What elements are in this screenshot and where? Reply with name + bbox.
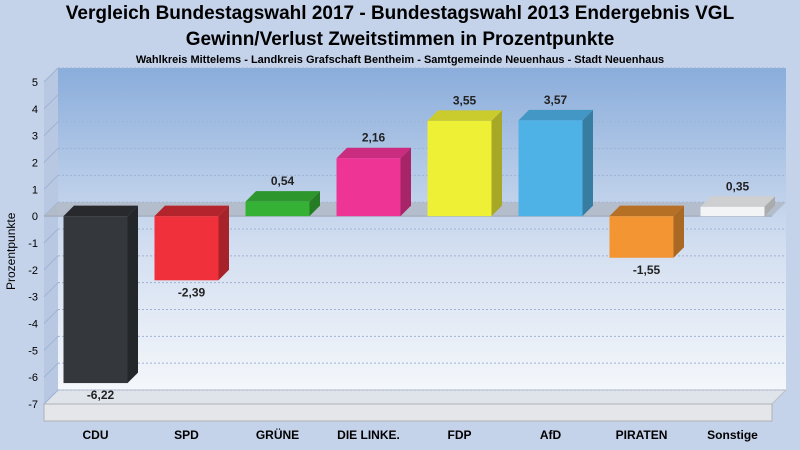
bar-top <box>427 110 502 121</box>
bar-side <box>400 147 411 217</box>
bar-side <box>764 196 775 217</box>
y-tick-label: 3 <box>32 131 38 143</box>
bar <box>63 205 138 384</box>
bar-top <box>154 205 229 217</box>
bar <box>700 196 775 217</box>
bar-top <box>336 147 411 159</box>
y-tick-label: -3 <box>28 292 38 304</box>
chart-title: Vergleich Bundestagswahl 2017 - Bundesta… <box>65 3 735 24</box>
data-label: 0,35 <box>726 179 750 193</box>
x-tick-label: SPD <box>174 428 199 442</box>
bar <box>336 147 411 217</box>
data-label: -6,22 <box>87 388 115 402</box>
gridline-wall <box>43 228 59 244</box>
data-label: 2,16 <box>362 131 386 145</box>
bar-front <box>518 120 583 217</box>
y-tick-label: -6 <box>28 372 38 384</box>
y-tick-label: 4 <box>32 104 38 116</box>
bar-side <box>309 191 320 217</box>
bar-front <box>609 216 674 258</box>
data-label: 3,57 <box>544 93 568 107</box>
bar-top <box>609 205 684 217</box>
x-tick-label: AfD <box>540 428 562 442</box>
data-label: 0,54 <box>271 174 295 188</box>
gridline-wall <box>43 174 59 190</box>
bar-top <box>700 196 775 207</box>
gridline-wall <box>43 94 59 110</box>
bar-front <box>245 201 310 217</box>
bar-front <box>154 216 219 281</box>
y-tick-label: 0 <box>32 211 38 223</box>
chart-subtitle: Wahlkreis Mittelems - Landkreis Grafscha… <box>135 54 665 66</box>
gridline-wall <box>43 255 59 271</box>
data-label: 3,55 <box>453 93 477 107</box>
data-label: -1,55 <box>633 263 661 277</box>
bar-top <box>63 205 138 217</box>
bar <box>518 109 593 217</box>
gridline-wall <box>43 148 59 163</box>
bar-front <box>427 120 492 217</box>
bar <box>609 205 684 258</box>
y-tick-label: -2 <box>28 265 38 277</box>
x-tick-label: Sonstige <box>707 428 758 442</box>
bar-side <box>582 109 593 217</box>
plot-floor-front <box>43 403 773 422</box>
bar-side <box>218 205 229 281</box>
plot-floor <box>42 389 788 405</box>
bar-side <box>673 205 684 258</box>
y-tick-label: 1 <box>32 184 38 196</box>
x-tick-label: FDP <box>448 428 472 442</box>
zero-plane <box>44 202 786 217</box>
gridline-wall <box>43 67 59 83</box>
data-label: -2,39 <box>178 285 206 299</box>
gridline-wall <box>43 362 59 378</box>
gridline-wall <box>43 282 59 298</box>
bar-front <box>700 206 765 217</box>
gridline-wall <box>43 389 59 405</box>
x-tick-label: PIRATEN <box>616 428 668 442</box>
y-tick-label: -4 <box>28 319 38 331</box>
bar-top <box>518 109 593 121</box>
y-tick-label: 5 <box>32 77 38 89</box>
y-tick-label: -1 <box>28 238 38 250</box>
y-tick-label: -7 <box>28 399 38 411</box>
gridline-wall <box>43 121 59 137</box>
bar-front <box>336 158 401 217</box>
bar-side <box>491 110 502 217</box>
bar <box>245 191 320 217</box>
y-tick-label: -5 <box>28 345 38 357</box>
y-tick-label: 2 <box>32 158 38 170</box>
bar <box>427 110 502 217</box>
bar <box>154 205 229 281</box>
gridline-wall <box>43 335 59 351</box>
x-tick-label: CDU <box>83 428 109 442</box>
chart-title-line-2: Gewinn/Verlust Zweitstimmen in Prozentpu… <box>185 29 615 50</box>
bar-front <box>63 216 128 384</box>
gridline-wall <box>43 309 59 324</box>
x-tick-label: GRÜNE <box>256 427 299 442</box>
bar-side <box>127 205 138 384</box>
bar-top <box>245 191 320 202</box>
x-tick-label: DIE LINKE. <box>337 428 400 442</box>
